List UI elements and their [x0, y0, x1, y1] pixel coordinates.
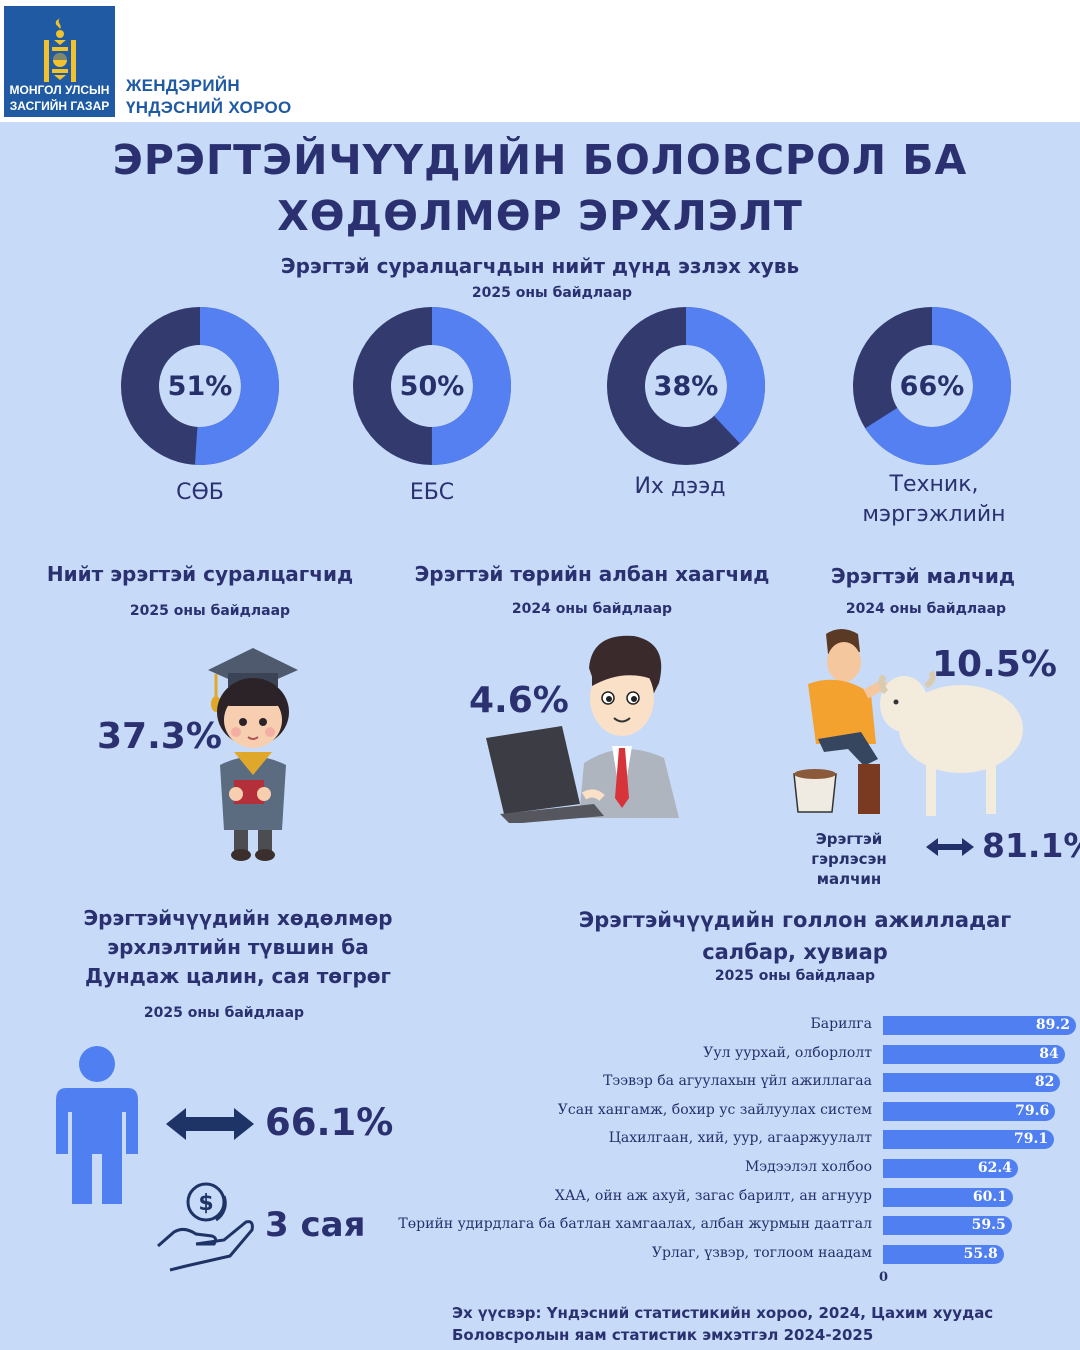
bar: 55.8: [883, 1244, 1004, 1264]
double-arrow-icon-employment: [166, 1108, 254, 1140]
donut-arc-university: [607, 307, 765, 465]
donut-label-ebs: ЕБС: [409, 480, 455, 505]
main-title-line1: ЭРЭГТЭЙЧҮҮДИЙН БОЛОВСРОЛ БА: [112, 136, 968, 184]
soyombo-icon: [44, 18, 76, 82]
bar: 89.2: [883, 1016, 1076, 1035]
donut-label-vocational: Техник, мэргэжлийн: [852, 470, 1016, 530]
employment-title-line3: Дундаж цалин, сая төгрөг: [85, 964, 391, 988]
bar-category-label: Уул уурхай, олборлолт: [703, 1044, 872, 1061]
bar-value-label: 59.5: [971, 1217, 1006, 1234]
logo-text-line2: ЗАСГИЙН ГАЗАР: [9, 99, 110, 113]
bar-category-label: Мэдээлэл холбоо: [744, 1159, 872, 1175]
employment-note: 2025 оны байдлаар: [143, 1005, 305, 1021]
government-logo: МОНГОЛ УЛСЫН ЗАСГИЙН ГАЗАР: [4, 6, 115, 117]
double-arrow-icon: [926, 838, 974, 856]
donut-chart-vocational: 66%: [853, 307, 1011, 465]
bar-value-label: 62.4: [977, 1160, 1012, 1176]
bar: 84: [883, 1044, 1065, 1064]
donut-chart-sob: 51%: [121, 307, 279, 465]
bar-value-label: 60.1: [972, 1188, 1008, 1205]
donut-label-vocational-line2: мэргэжлийн: [862, 502, 1006, 527]
employment-title: Эрэгтэйчүүдийн хөдөлмөр эрхлэлтийн түвши…: [56, 904, 420, 991]
married-herders-label-line1: Эрэгтэй гэрлэсэн: [811, 830, 887, 868]
bar: 79.1: [883, 1130, 1055, 1150]
bar: 62.4: [883, 1159, 1018, 1178]
civil-servants-title: Эрэгтэй төрийн албан хаагчид: [414, 562, 770, 586]
bar-category-label: ХАА, ойн аж ахуй, загас барилт, ан агнуу…: [554, 1187, 872, 1204]
student-graduate-illustration: [208, 648, 298, 861]
bar-value-label: 82: [1034, 1074, 1055, 1091]
civil-servant-laptop-illustration: [486, 635, 679, 823]
donut-value-ebs: 50%: [400, 371, 465, 402]
students-share-title: Эрэгтэй суралцагчдын нийт дүнд эзлэх хув…: [280, 254, 800, 278]
logo-text-line1: МОНГОЛ УЛСЫН: [9, 83, 110, 97]
header-band: [0, 0, 1080, 122]
bar-value-label: 55.8: [963, 1245, 998, 1262]
org-name-line2: ҮНДЭСНИЙ ХОРОО: [126, 98, 292, 117]
herders-note: 2024 оны байдлаар: [845, 601, 1007, 617]
bar-category-label: Цахилгаан, хий, уур, агааржуулалт: [608, 1130, 872, 1147]
bar: 82: [883, 1073, 1061, 1093]
students-total-title: Нийт эрэгтэй суралцагчид: [46, 562, 354, 586]
donut-chart-ebs: 50%: [353, 307, 511, 465]
civil-servants-note: 2024 оны байдлаар: [511, 601, 673, 617]
donut-value-sob: 51%: [168, 371, 233, 402]
herder-sheep-illustration: [793, 629, 1023, 816]
students-total-value: 37.3%: [97, 716, 222, 757]
bar-value-label: 89.2: [1035, 1017, 1070, 1033]
civil-servants-value: 4.6%: [469, 680, 569, 721]
main-title-line2: ХӨДӨЛМӨР ЭРХЛЭЛТ: [277, 192, 803, 240]
source-line1: Эх үүсвэр: Үндэсний статистикийн хороо, …: [452, 1304, 994, 1322]
org-name-line1: ЖЕНДЭРИЙН: [126, 76, 240, 95]
sectors-note: 2025 оны байдлаар: [714, 968, 876, 984]
source-line2: Боловсролын яам статистик эмхэтгэл 2024-…: [452, 1326, 874, 1344]
donut-label-university: Их дээд: [634, 474, 726, 499]
sectors-title-line2: салбар, хувиар: [702, 940, 888, 964]
donut-arc-ebs: [353, 307, 511, 465]
salary-value: 3 сая: [265, 1205, 366, 1245]
married-herders-value: 81.1%: [982, 826, 1080, 865]
herders-title: Эрэгтэй малчид: [830, 564, 1016, 588]
donut-label-vocational-line1: Техник,: [889, 472, 979, 497]
bar-category-label: Усан хангамж, бохир ус зайлуулах систем: [557, 1101, 872, 1118]
sectors-title: Эрэгтэйчүүдийн голлон ажилладаг салбар, …: [568, 904, 1022, 968]
married-herders-label: Эрэгтэй гэрлэсэн малчин: [776, 829, 922, 889]
employment-title-line1: Эрэгтэйчүүдийн хөдөлмөр: [83, 906, 393, 930]
salary-hand-coin-icon: $: [157, 1182, 254, 1272]
bar-value-label: 79.1: [1014, 1131, 1049, 1148]
donut-label-sob: СӨБ: [176, 480, 224, 505]
students-share-note: 2025 оны байдлаар: [471, 285, 633, 301]
bar-category-label: Урлаг, үзвэр, тоглоом наадам: [651, 1244, 872, 1261]
sectors-title-line1: Эрэгтэйчүүдийн голлон ажилладаг: [578, 908, 1012, 932]
bar: 79.6: [883, 1101, 1056, 1121]
donut-value-vocational: 66%: [900, 371, 965, 402]
herders-value: 10.5%: [932, 644, 1057, 685]
employment-rate-value: 66.1%: [265, 1101, 394, 1144]
students-total-note: 2025 оны байдлаар: [129, 603, 291, 619]
person-icon: [56, 1046, 138, 1204]
donut-value-university: 38%: [654, 371, 719, 402]
employment-title-line2: эрхлэлтийн түвшин ба: [107, 935, 369, 959]
bar: 59.5: [883, 1216, 1012, 1236]
married-herders-label-line2: малчин: [816, 870, 882, 888]
bar-category-label: Төрийн удирдлага ба батлан хамгаалах, ал…: [398, 1216, 872, 1233]
donut-chart-university: 38%: [607, 307, 765, 465]
bar-value-label: 84: [1039, 1045, 1059, 1062]
donut-arc-sob: [121, 307, 279, 465]
donut-arc-vocational: [853, 307, 1011, 465]
bar-category-label: Тээвэр ба агуулахын үйл ажиллагаа: [603, 1073, 872, 1090]
bar: 60.1: [883, 1187, 1014, 1207]
bar-value-label: 79.6: [1015, 1102, 1050, 1119]
x-axis-zero-label: 0: [879, 1270, 889, 1285]
svg-text:$: $: [198, 1191, 213, 1216]
bar-category-label: Барилга: [810, 1016, 872, 1032]
